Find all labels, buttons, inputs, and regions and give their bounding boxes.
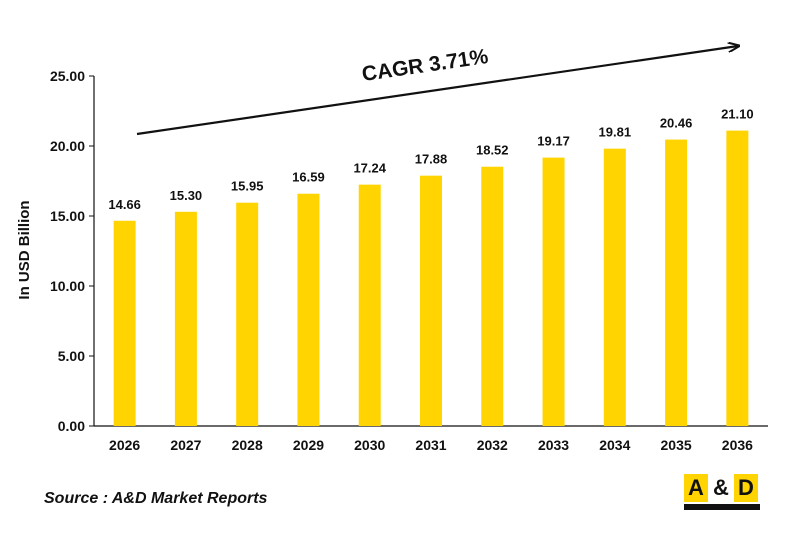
value-label-2033: 19.17: [537, 134, 570, 149]
value-label-2030: 17.24: [353, 161, 386, 176]
y-axis-label: In USD Billion: [16, 200, 33, 299]
logo-ampersand: &: [713, 475, 729, 500]
x-tick-label-2032: 2032: [477, 437, 508, 453]
x-tick-label-2034: 2034: [599, 437, 630, 453]
y-tick-label: 10.00: [50, 278, 85, 294]
x-tick-label-2030: 2030: [354, 437, 385, 453]
value-label-2036: 21.10: [721, 107, 754, 122]
value-label-2031: 17.88: [415, 152, 448, 167]
bar-2028: [236, 202, 259, 426]
value-label-2029: 16.59: [292, 170, 325, 185]
value-label-2035: 20.46: [660, 116, 693, 131]
logo-letter-a: A: [684, 474, 708, 502]
bar-2032: [481, 166, 504, 426]
bar-2034: [603, 148, 626, 426]
cagr-arrow: [136, 46, 738, 136]
value-label-2028: 15.95: [231, 179, 264, 194]
x-tick-label-2035: 2035: [661, 437, 692, 453]
x-tick-label-2036: 2036: [722, 437, 753, 453]
value-label-2034: 19.81: [599, 125, 632, 140]
x-tick-label-2029: 2029: [293, 437, 324, 453]
value-label-2026: 14.66: [108, 197, 141, 212]
y-tick-label: 15.00: [50, 208, 85, 224]
x-tick-label-2031: 2031: [415, 437, 446, 453]
value-labels: 14.66 15.30 15.95 16.59 17.24 17.88 18.52 19.17…: [108, 107, 753, 212]
bar-2029: [297, 193, 320, 426]
x-tick-label-2028: 2028: [232, 437, 263, 453]
value-label-2027: 15.30: [170, 188, 203, 203]
logo-strip: [684, 504, 760, 510]
bar-2035: [665, 139, 688, 426]
x-tick-label-2027: 2027: [170, 437, 201, 453]
y-tick-label: 5.00: [58, 348, 85, 364]
bars: [113, 130, 749, 426]
y-ticks: 0.00 5.00 10.00 15.00 20.00 25.00: [50, 68, 94, 434]
value-label-2032: 18.52: [476, 143, 509, 158]
bar-2027: [174, 211, 197, 426]
bar-2030: [358, 184, 381, 426]
y-tick-label: 20.00: [50, 138, 85, 154]
company-logo: A & D: [684, 474, 764, 514]
source-note: Source : A&D Market Reports: [44, 490, 268, 507]
y-tick-label: 0.00: [58, 418, 85, 434]
bar-2036: [726, 130, 749, 426]
x-tick-label-2026: 2026: [109, 437, 140, 453]
bar-2031: [420, 175, 442, 426]
bar-2033: [542, 157, 565, 426]
x-tick-label-2033: 2033: [538, 437, 569, 453]
cagr-annotation: CAGR 3.71%: [360, 45, 490, 86]
logo-letter-d: D: [734, 474, 758, 502]
bar-2026: [113, 220, 136, 426]
y-tick-label: 25.00: [50, 68, 85, 84]
x-ticks: 2026 2027 2028 2029 2030 2031 2032 2033 2034 2035…: [109, 437, 753, 453]
